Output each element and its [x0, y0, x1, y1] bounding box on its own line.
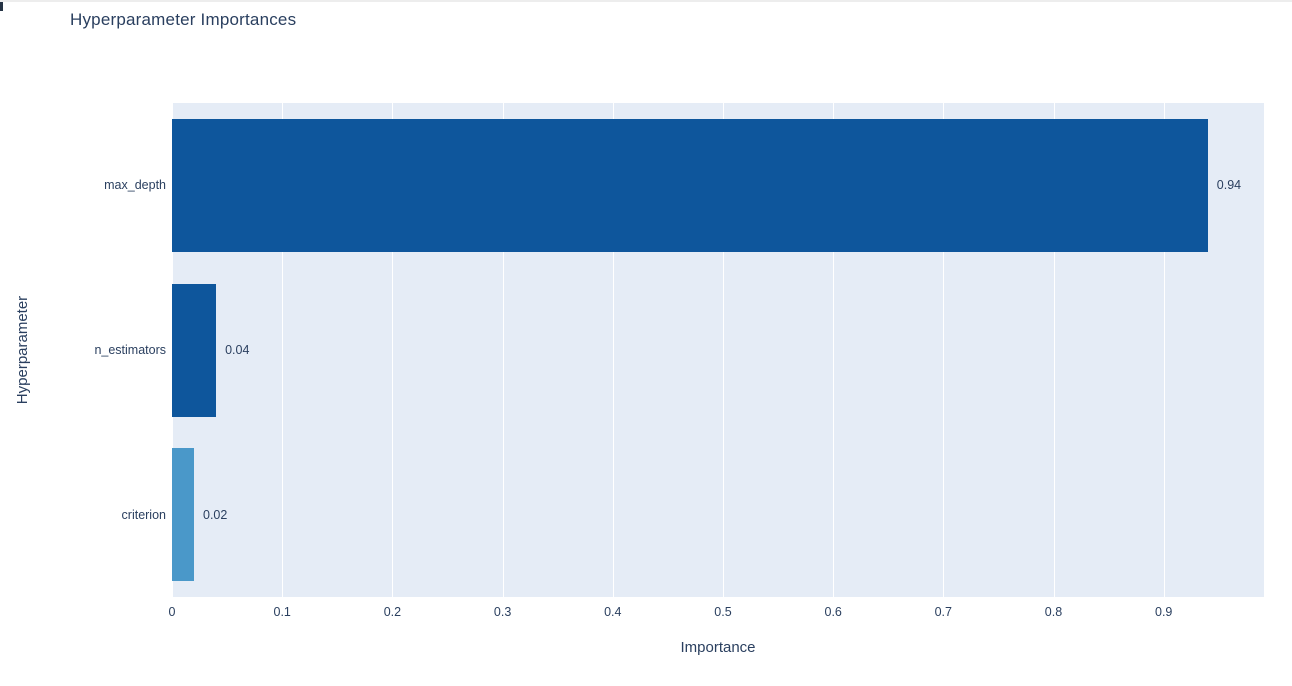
plot-area[interactable]: 0.94 0.04 0.02	[172, 103, 1264, 597]
x-tick-label-0.1: 0.1	[273, 605, 291, 619]
bar-max_depth[interactable]	[172, 118, 1208, 252]
y-tick-label-n_estimators: n_estimators	[94, 343, 166, 357]
y-tick-label-max_depth: max_depth	[104, 178, 166, 193]
top-edge-strip	[0, 0, 1292, 2]
bar-n_estimators[interactable]	[172, 283, 217, 417]
bar-value-label-criterion: 0.02	[203, 507, 228, 522]
bar-value-label-n_estimators: 0.04	[225, 343, 250, 357]
x-tick-label-0: 0	[168, 605, 176, 619]
gridline-x-0.5	[723, 103, 724, 597]
x-tick-label-0.8: 0.8	[1044, 605, 1063, 619]
gridline-x-0.7	[943, 103, 945, 597]
x-tick-label-0.3: 0.3	[493, 605, 512, 619]
gridline-x-0.1	[282, 103, 284, 597]
x-tick-label-0.6: 0.6	[824, 605, 842, 619]
gridline-x-0.6	[833, 103, 835, 597]
bar-value-label-max_depth: 0.94	[1216, 178, 1242, 193]
y-tick-label-criterion: criterion	[121, 507, 166, 522]
x-tick-label-0.4: 0.4	[604, 605, 622, 619]
cursor-artifact	[0, 2, 3, 11]
gridline-x-0.8	[1053, 103, 1055, 597]
gridline-x-0.3	[502, 103, 504, 597]
gridline-x-0.4	[612, 103, 614, 597]
bar-criterion[interactable]	[172, 448, 194, 582]
x-tick-label-0.7: 0.7	[934, 605, 952, 619]
x-tick-label-0.2: 0.2	[383, 605, 402, 619]
gridline-x-0.9	[1163, 103, 1165, 597]
chart-title: Hyperparameter Importances	[70, 10, 297, 29]
x-axis-title: Importance	[680, 639, 756, 656]
x-tick-label-0.5: 0.5	[714, 605, 732, 619]
gridline-x-0.2	[392, 103, 394, 597]
x-tick-label-0.9: 0.9	[1154, 605, 1173, 619]
